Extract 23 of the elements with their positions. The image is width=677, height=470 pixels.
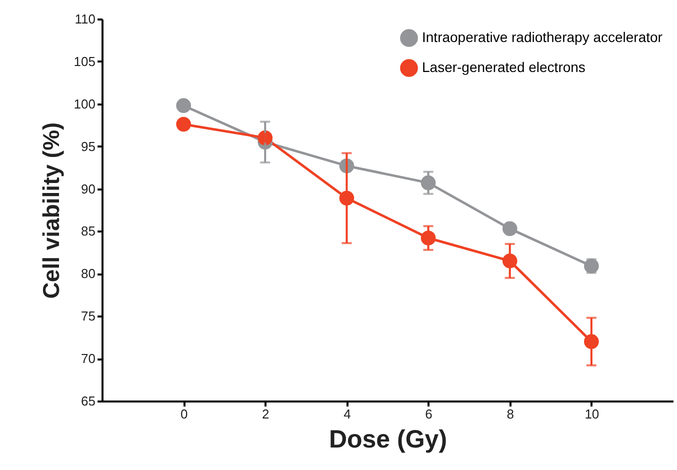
- legend-label: Intraoperative radiotherapy accelerator: [422, 29, 663, 45]
- legend-label: Laser-generated electrons: [422, 59, 586, 75]
- x-tick-label: 4: [344, 406, 351, 422]
- y-tick-label: 105: [74, 54, 96, 69]
- y-tick-label: 90: [81, 181, 96, 196]
- y-tick-label: 110: [74, 12, 96, 26]
- x-tick-label: 8: [506, 406, 514, 422]
- x-axis-title: Dose (Gy): [328, 426, 448, 454]
- x-tick-label: 0: [180, 406, 188, 422]
- x-tick-label: 10: [584, 406, 600, 422]
- point: [502, 221, 518, 236]
- x-tick-label: 2: [262, 406, 270, 422]
- point: [176, 98, 191, 113]
- y-axis-title: Cell viability (%): [38, 122, 64, 299]
- y-tick-label: 95: [81, 138, 96, 154]
- y-tick-label: 70: [81, 351, 96, 366]
- y-tick-label: 75: [81, 308, 96, 324]
- point: [176, 116, 191, 132]
- x-tick-label: 6: [425, 406, 432, 422]
- y-tick-label: 85: [81, 224, 96, 239]
- y-tick-label: 65: [81, 394, 96, 408]
- y-tick-label: 80: [81, 266, 96, 282]
- y-tick-label: 100: [74, 96, 96, 112]
